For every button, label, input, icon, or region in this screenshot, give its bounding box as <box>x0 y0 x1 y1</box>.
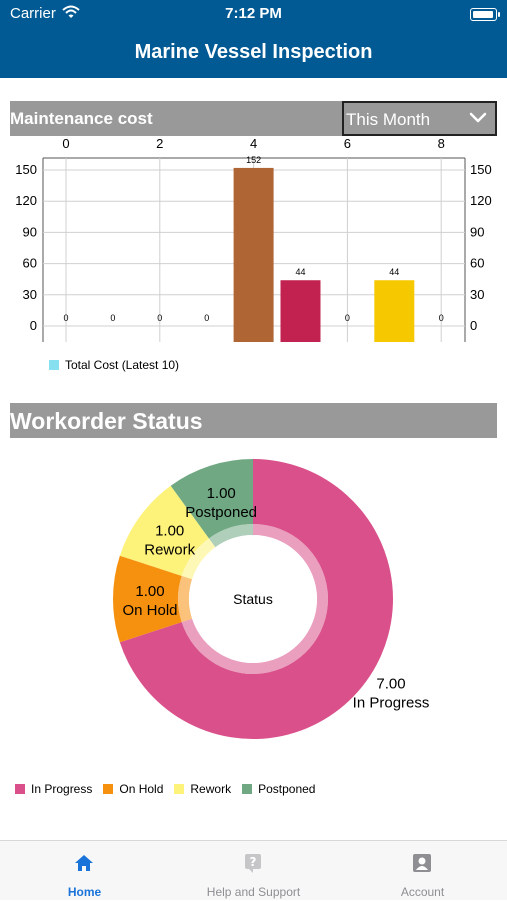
page-title: Marine Vessel Inspection <box>134 41 373 63</box>
workorder-status-title: Workorder Status <box>10 408 203 434</box>
home-icon <box>74 853 94 873</box>
donut-slice <box>119 459 393 739</box>
slice-value-label: 1.00 <box>155 522 184 539</box>
tab-help-and-support[interactable]: ? Help and Support <box>169 841 338 901</box>
donut-legend-label: On Hold <box>119 782 164 796</box>
x-tick-label: 6 <box>344 136 351 151</box>
bar-value-label: 0 <box>439 313 444 323</box>
donut-legend-item: On Hold <box>103 782 163 796</box>
donut-hole <box>189 535 317 663</box>
workorder-status-header: Workorder Status <box>10 403 497 438</box>
y-tick-label-left: 60 <box>23 256 37 271</box>
bar-value-label: 0 <box>63 313 68 323</box>
bar-value-label: 44 <box>389 267 399 277</box>
x-tick-label: 4 <box>250 136 257 151</box>
slice-value-label: 1.00 <box>207 485 236 502</box>
tab-account[interactable]: Account <box>338 841 507 901</box>
bar <box>233 167 274 342</box>
y-tick-label-right: 30 <box>470 287 484 302</box>
x-tick-label: 2 <box>156 136 163 151</box>
clock: 7:12 PM <box>225 5 282 22</box>
y-tick-label-left: 150 <box>15 162 37 177</box>
donut-legend-label: Rework <box>190 782 232 796</box>
tab-help-label: Help and Support <box>206 885 301 899</box>
y-tick-label-right: 90 <box>470 224 484 239</box>
period-dropdown-value: This Month <box>346 110 431 129</box>
bar <box>374 280 415 342</box>
battery-icon <box>470 8 500 21</box>
carrier-label: Carrier <box>10 5 56 22</box>
slice-value-label: 7.00 <box>376 676 405 693</box>
bar-value-label: 0 <box>345 313 350 323</box>
tab-bar: Home ? Help and Support Account <box>0 840 507 900</box>
x-tick-label: 8 <box>438 136 445 151</box>
slice-value-label: 1.00 <box>135 583 164 600</box>
donut-legend-swatch <box>242 784 253 794</box>
wifi-icon <box>62 5 80 24</box>
bar-value-label: 0 <box>204 313 209 323</box>
status-bar: Carrier 7:12 PM <box>0 0 507 30</box>
bar-legend-swatch <box>49 360 59 370</box>
slice-name-label: On Hold <box>122 602 177 619</box>
y-tick-label-left: 30 <box>23 287 37 302</box>
maintenance-cost-chart: 0 2 4 6 8 0 0 30 30 60 60 90 90 120 120 150 150 0 0 0 0 152 44… <box>15 136 492 342</box>
donut-legend-label: In Progress <box>31 782 93 796</box>
slice-name-label: Postponed <box>185 504 257 521</box>
y-tick-label-right: 120 <box>470 193 492 208</box>
slice-name-label: Rework <box>144 541 195 558</box>
chevron-down-icon <box>469 111 487 130</box>
donut-legend-item: Rework <box>174 782 231 796</box>
donut-slice-inner <box>178 575 193 623</box>
donut-legend-swatch <box>174 784 185 794</box>
donut-slice <box>170 459 253 539</box>
donut-legend-swatch <box>103 784 114 794</box>
donut-slice <box>119 485 209 576</box>
help-icon: ? <box>243 853 263 873</box>
donut-center-label: Status <box>233 591 273 607</box>
bar-legend-label: Total Cost (Latest 10) <box>65 358 180 372</box>
maintenance-cost-header: Maintenance cost This Month <box>10 101 497 136</box>
svg-text:?: ? <box>250 855 257 869</box>
workorder-status-chart: 7.00 In Progress 1.00 On Hold 1.00 Rework 1.00… <box>113 459 430 739</box>
y-tick-label-left: 0 <box>30 318 37 333</box>
tab-home[interactable]: Home <box>0 841 169 901</box>
donut-slice-inner <box>208 524 253 548</box>
account-icon <box>412 853 432 873</box>
tab-home-label: Home <box>67 885 102 899</box>
slice-name-label: In Progress <box>353 695 430 712</box>
bar <box>280 280 321 342</box>
bar-value-label: 0 <box>110 313 115 323</box>
donut-legend-label: Postponed <box>258 782 316 796</box>
donut-legend-item: In Progress <box>15 782 92 796</box>
y-tick-label-right: 60 <box>470 256 484 271</box>
donut-slice <box>113 555 182 643</box>
donut-slice-inner <box>181 538 216 580</box>
donut-legend: In Progress On Hold Rework Postponed <box>15 782 326 796</box>
nav-bar: Marine Vessel Inspection <box>0 30 507 78</box>
y-tick-label-right: 150 <box>470 162 492 177</box>
bar-value-label: 0 <box>157 313 162 323</box>
maintenance-cost-title: Maintenance cost <box>10 109 153 128</box>
y-tick-label-right: 0 <box>470 318 477 333</box>
period-dropdown[interactable]: This Month <box>342 101 497 136</box>
y-tick-label-left: 120 <box>15 193 37 208</box>
bar-value-label: 44 <box>295 267 305 277</box>
tab-account-label: Account <box>400 885 445 899</box>
donut-legend-item: Postponed <box>242 782 315 796</box>
donut-legend-swatch <box>15 784 25 794</box>
bar-value-label: 152 <box>246 155 261 165</box>
y-tick-label-left: 90 <box>23 224 37 239</box>
bar-legend: Total Cost (Latest 10) <box>49 358 179 372</box>
x-tick-label: 0 <box>62 136 69 151</box>
